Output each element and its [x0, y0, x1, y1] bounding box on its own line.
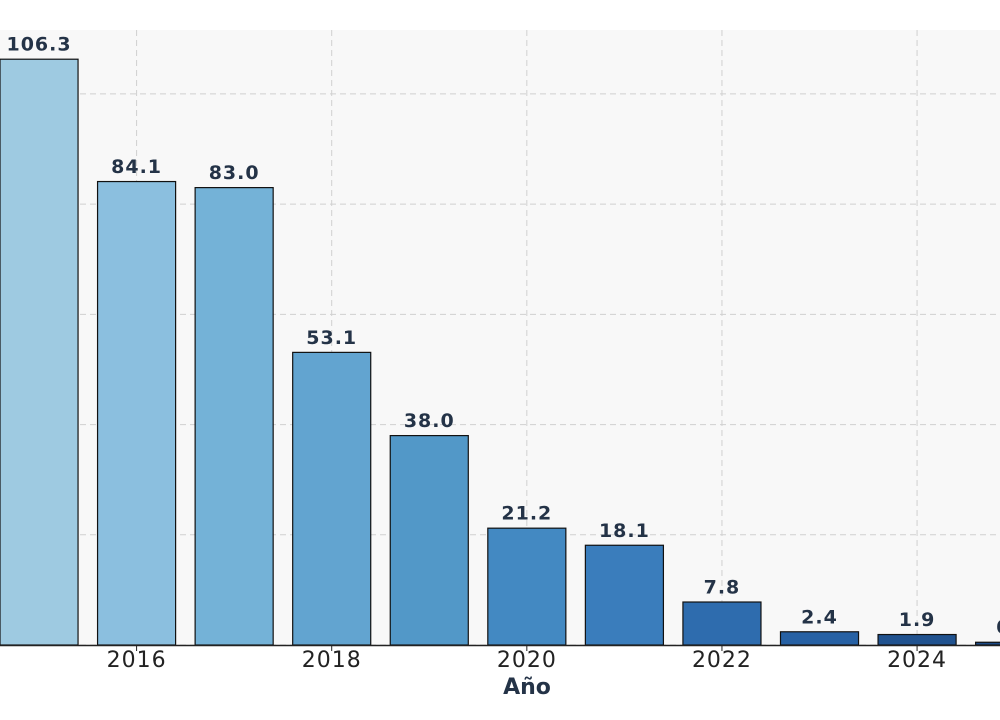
bar [389, 434, 469, 646]
x-tick-label: 2020 [497, 648, 557, 673]
bar [194, 187, 274, 646]
value-label: 84.1 [111, 156, 162, 178]
value-label: 18.1 [599, 520, 650, 542]
x-tick-label: 2018 [302, 648, 362, 673]
bar [487, 527, 567, 646]
x-tick-label: 2022 [692, 648, 752, 673]
bar [877, 633, 957, 646]
value-label: 7.8 [704, 577, 741, 599]
value-label: 21.2 [501, 503, 552, 525]
bar [682, 601, 762, 646]
bar [0, 58, 79, 646]
bar [96, 180, 177, 646]
value-label: 2.4 [801, 606, 838, 628]
bar [292, 351, 372, 646]
x-tick-label: 2016 [107, 648, 167, 673]
bar [584, 544, 665, 646]
value-label: 53.1 [306, 327, 357, 349]
bar [975, 641, 1000, 646]
value-label: 1.9 [899, 609, 936, 631]
value-label: 106.3 [6, 34, 71, 56]
value-label: 38.0 [404, 410, 455, 432]
value-label: 83.0 [209, 162, 260, 184]
x-axis-title: Año [503, 675, 551, 700]
value-label: 0.5 [996, 617, 1000, 639]
x-tick-label: 2024 [887, 648, 947, 673]
ticks: 2016 2018 2020 2022 2024 [107, 645, 947, 673]
bar [779, 631, 860, 646]
bars: 106.3 84.1 83.0 53.1 38.0 21.2 18.1 7.8 2.4 1.9 0.… [0, 34, 1000, 646]
